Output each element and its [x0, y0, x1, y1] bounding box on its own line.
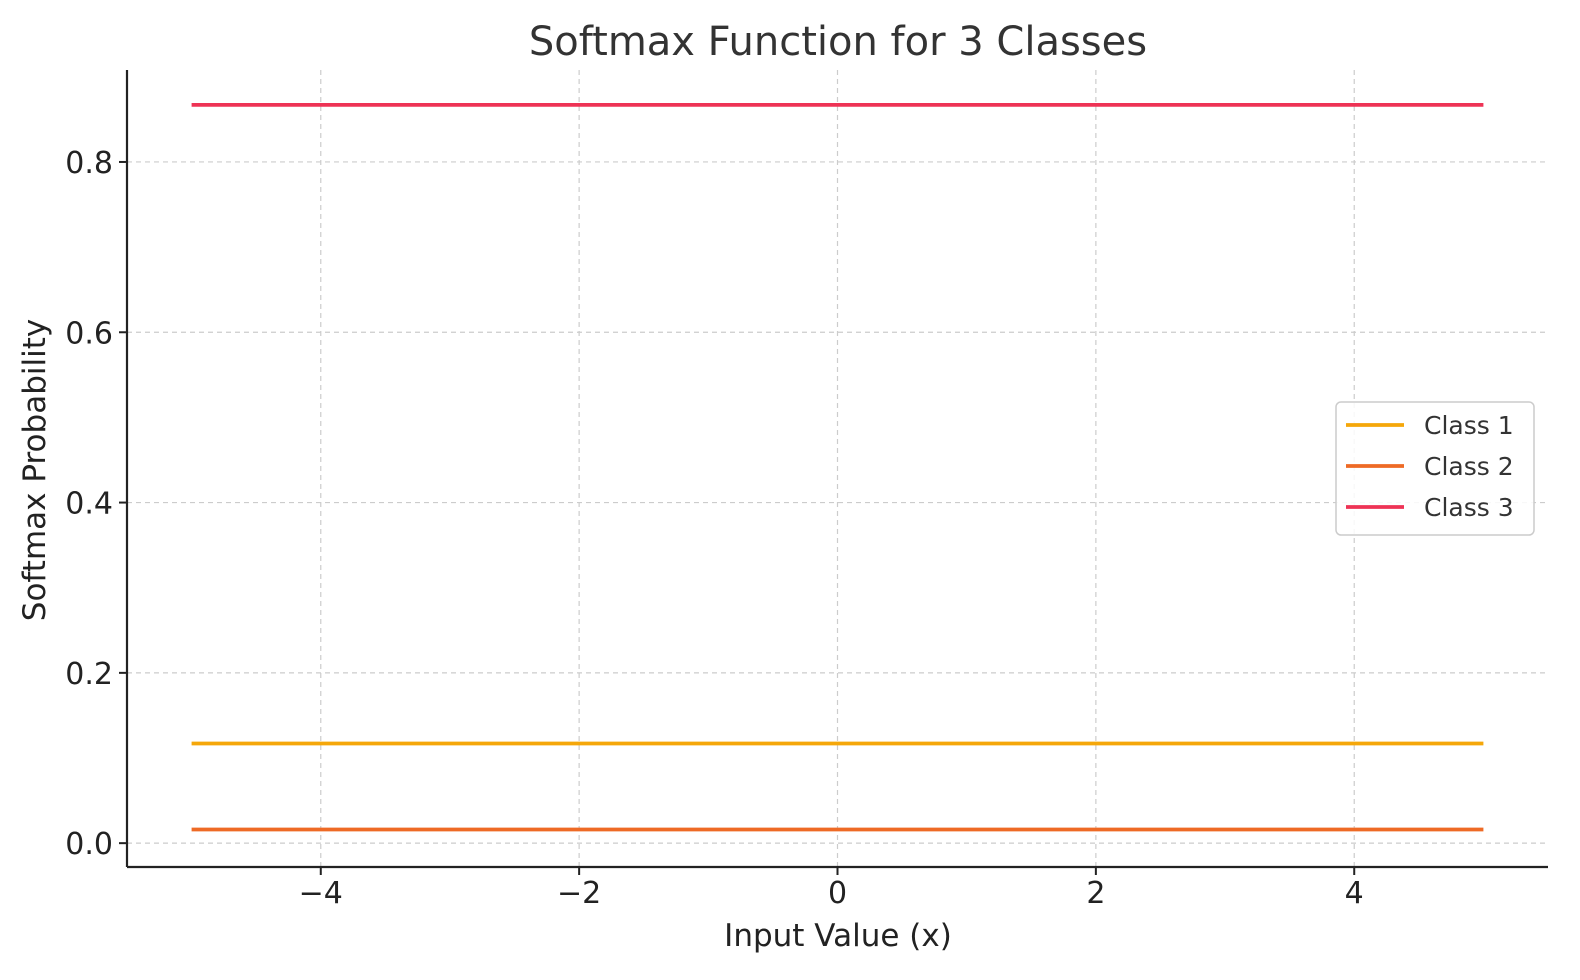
series-layer	[191, 103, 1484, 832]
x-tick-label: 2	[1086, 876, 1105, 911]
x-tick-label: −2	[557, 876, 601, 911]
x-tick-label: 0	[828, 876, 847, 911]
y-tick-label: 0.2	[65, 657, 113, 692]
legend: Class 1 Class 2 Class 3	[1335, 401, 1535, 536]
y-tick-label: 0.0	[65, 827, 113, 862]
y-tick-label: 0.6	[65, 316, 113, 351]
x-tick-label: −4	[299, 876, 343, 911]
ticks-layer: −4 −2 0 2 4 0.0 0.2 0.4 0.6 0.8	[65, 146, 1363, 911]
legend-label-class-1: Class 1	[1424, 411, 1514, 440]
chart-title: Softmax Function for 3 Classes	[529, 19, 1147, 65]
y-tick-label: 0.8	[65, 146, 113, 181]
y-axis-label: Softmax Probability	[17, 319, 53, 621]
y-tick-label: 0.4	[65, 487, 113, 522]
legend-box	[1335, 401, 1535, 536]
grid-layer	[127, 70, 1548, 867]
x-tick-label: 4	[1345, 876, 1364, 911]
legend-label-class-2: Class 2	[1424, 452, 1514, 481]
legend-label-class-3: Class 3	[1424, 493, 1514, 522]
x-axis-label: Input Value (x)	[724, 918, 952, 954]
